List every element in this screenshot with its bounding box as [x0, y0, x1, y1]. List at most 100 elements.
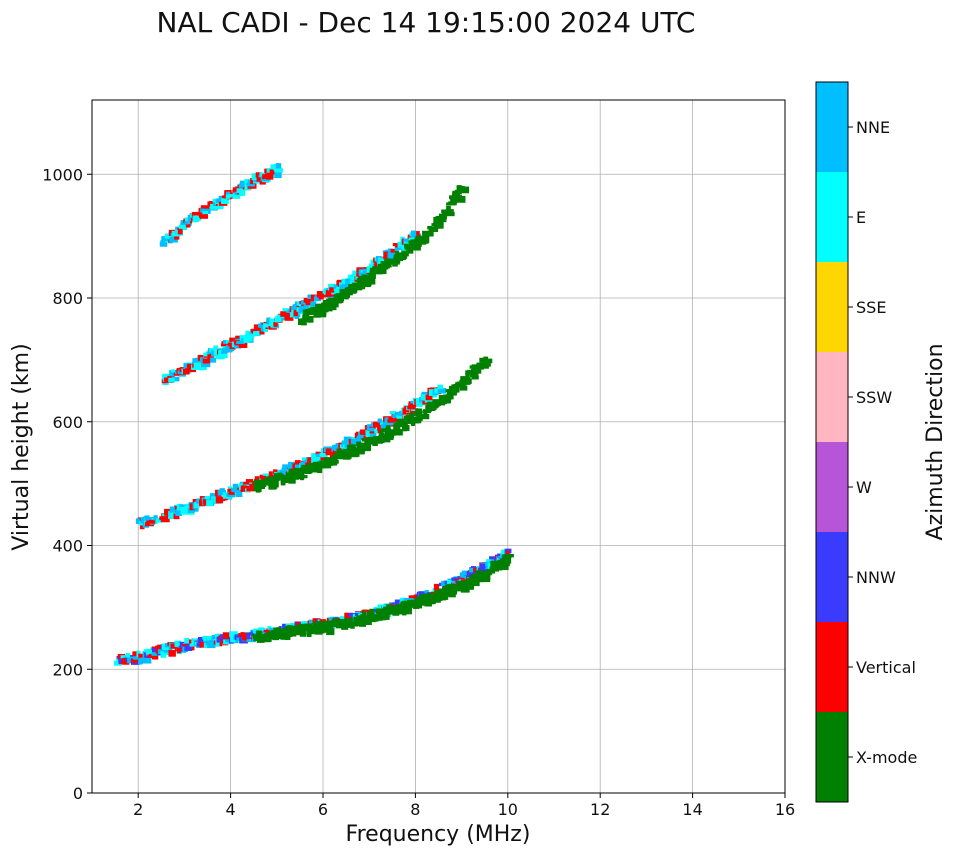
echo-point: [346, 620, 352, 626]
echo-point: [185, 368, 192, 373]
echo-point: [235, 490, 243, 498]
echo-point: [160, 651, 167, 658]
echo-point: [456, 185, 462, 189]
echo-point: [387, 419, 395, 423]
echo-point: [253, 483, 258, 488]
colorbar-segment: [816, 442, 848, 532]
echo-point: [392, 243, 400, 247]
echo-point: [345, 287, 353, 291]
echo-point: [393, 254, 401, 260]
echo-point: [211, 635, 217, 640]
echo-point: [310, 625, 317, 631]
echo-point: [451, 584, 456, 591]
echo-point: [446, 393, 453, 400]
echo-point: [461, 573, 468, 578]
echo-point: [185, 222, 191, 228]
echo-point: [293, 309, 299, 317]
echo-point: [266, 172, 274, 180]
echo-point: [168, 650, 176, 657]
colorbar-label: E: [856, 208, 866, 227]
colorbar-segment: [816, 82, 848, 172]
echo-point: [456, 185, 465, 193]
echo-point: [195, 211, 201, 216]
echo-point: [232, 189, 239, 193]
echo-point: [342, 280, 348, 287]
echo-point: [173, 513, 180, 520]
echo-point: [266, 168, 273, 174]
echo-point: [383, 436, 391, 443]
echo-point: [174, 234, 180, 240]
echo-point: [450, 390, 457, 396]
echo-point: [393, 429, 403, 436]
echo-point: [397, 418, 405, 423]
echo-point: [184, 644, 193, 652]
echo-point: [228, 194, 236, 198]
echo-point: [210, 203, 218, 210]
echo-point: [164, 377, 170, 382]
echo-point: [328, 622, 334, 626]
echo-point: [430, 593, 436, 597]
echo-point: [496, 555, 502, 563]
echo-point: [235, 336, 243, 344]
echo-point: [410, 601, 418, 607]
echo-point: [465, 373, 470, 380]
echo-point: [202, 358, 210, 364]
echo-point: [245, 333, 252, 337]
echo-point: [360, 430, 368, 435]
echo-point: [357, 284, 366, 290]
echo-point: [333, 296, 342, 304]
echo-point: [452, 190, 458, 198]
echo-point: [365, 433, 371, 438]
echo-point: [459, 379, 467, 386]
echo-point: [287, 632, 293, 638]
echo-point: [314, 307, 319, 312]
echo-point: [470, 566, 476, 570]
echo-point: [351, 277, 357, 281]
echo-trace: [252, 553, 514, 643]
echo-point: [421, 391, 429, 397]
echo-point: [422, 230, 430, 237]
echo-point: [380, 435, 386, 442]
echo-point: [242, 636, 248, 641]
echo-point: [343, 452, 352, 459]
echo-point: [245, 479, 253, 484]
echo-point: [289, 471, 295, 478]
echo-point: [151, 652, 159, 656]
echo-point: [395, 411, 401, 416]
echo-point: [238, 341, 248, 348]
echo-point: [305, 469, 312, 474]
echo-point: [446, 579, 455, 585]
echo-point: [360, 613, 365, 619]
echo-point: [297, 469, 305, 475]
echo-point: [272, 476, 281, 480]
echo-point: [201, 360, 211, 368]
echo-point: [203, 205, 211, 209]
echo-point: [380, 261, 388, 267]
echo-point: [240, 632, 246, 637]
echo-point: [273, 469, 278, 475]
echo-point: [270, 164, 278, 170]
echo-point: [195, 215, 202, 221]
echo-point: [408, 598, 416, 602]
echo-point: [232, 483, 239, 490]
echo-point: [351, 282, 358, 288]
echo-point: [350, 447, 358, 452]
echo-point: [365, 429, 373, 434]
colorbar-label: W: [856, 478, 872, 497]
echo-point: [205, 207, 211, 214]
echo-point: [377, 425, 383, 431]
echo-point: [406, 248, 414, 254]
echo-point: [182, 646, 187, 653]
echo-point: [364, 445, 371, 452]
echo-point: [454, 585, 459, 590]
echo-point: [313, 296, 322, 302]
echo-point: [437, 384, 444, 390]
echo-point: [223, 340, 229, 345]
echo-point: [369, 427, 375, 432]
echo-point: [325, 626, 334, 632]
echo-point: [271, 480, 279, 488]
echo-point: [193, 502, 200, 509]
colorbar-segment: [816, 712, 848, 802]
echo-point: [392, 414, 397, 418]
echo-point: [318, 295, 324, 300]
